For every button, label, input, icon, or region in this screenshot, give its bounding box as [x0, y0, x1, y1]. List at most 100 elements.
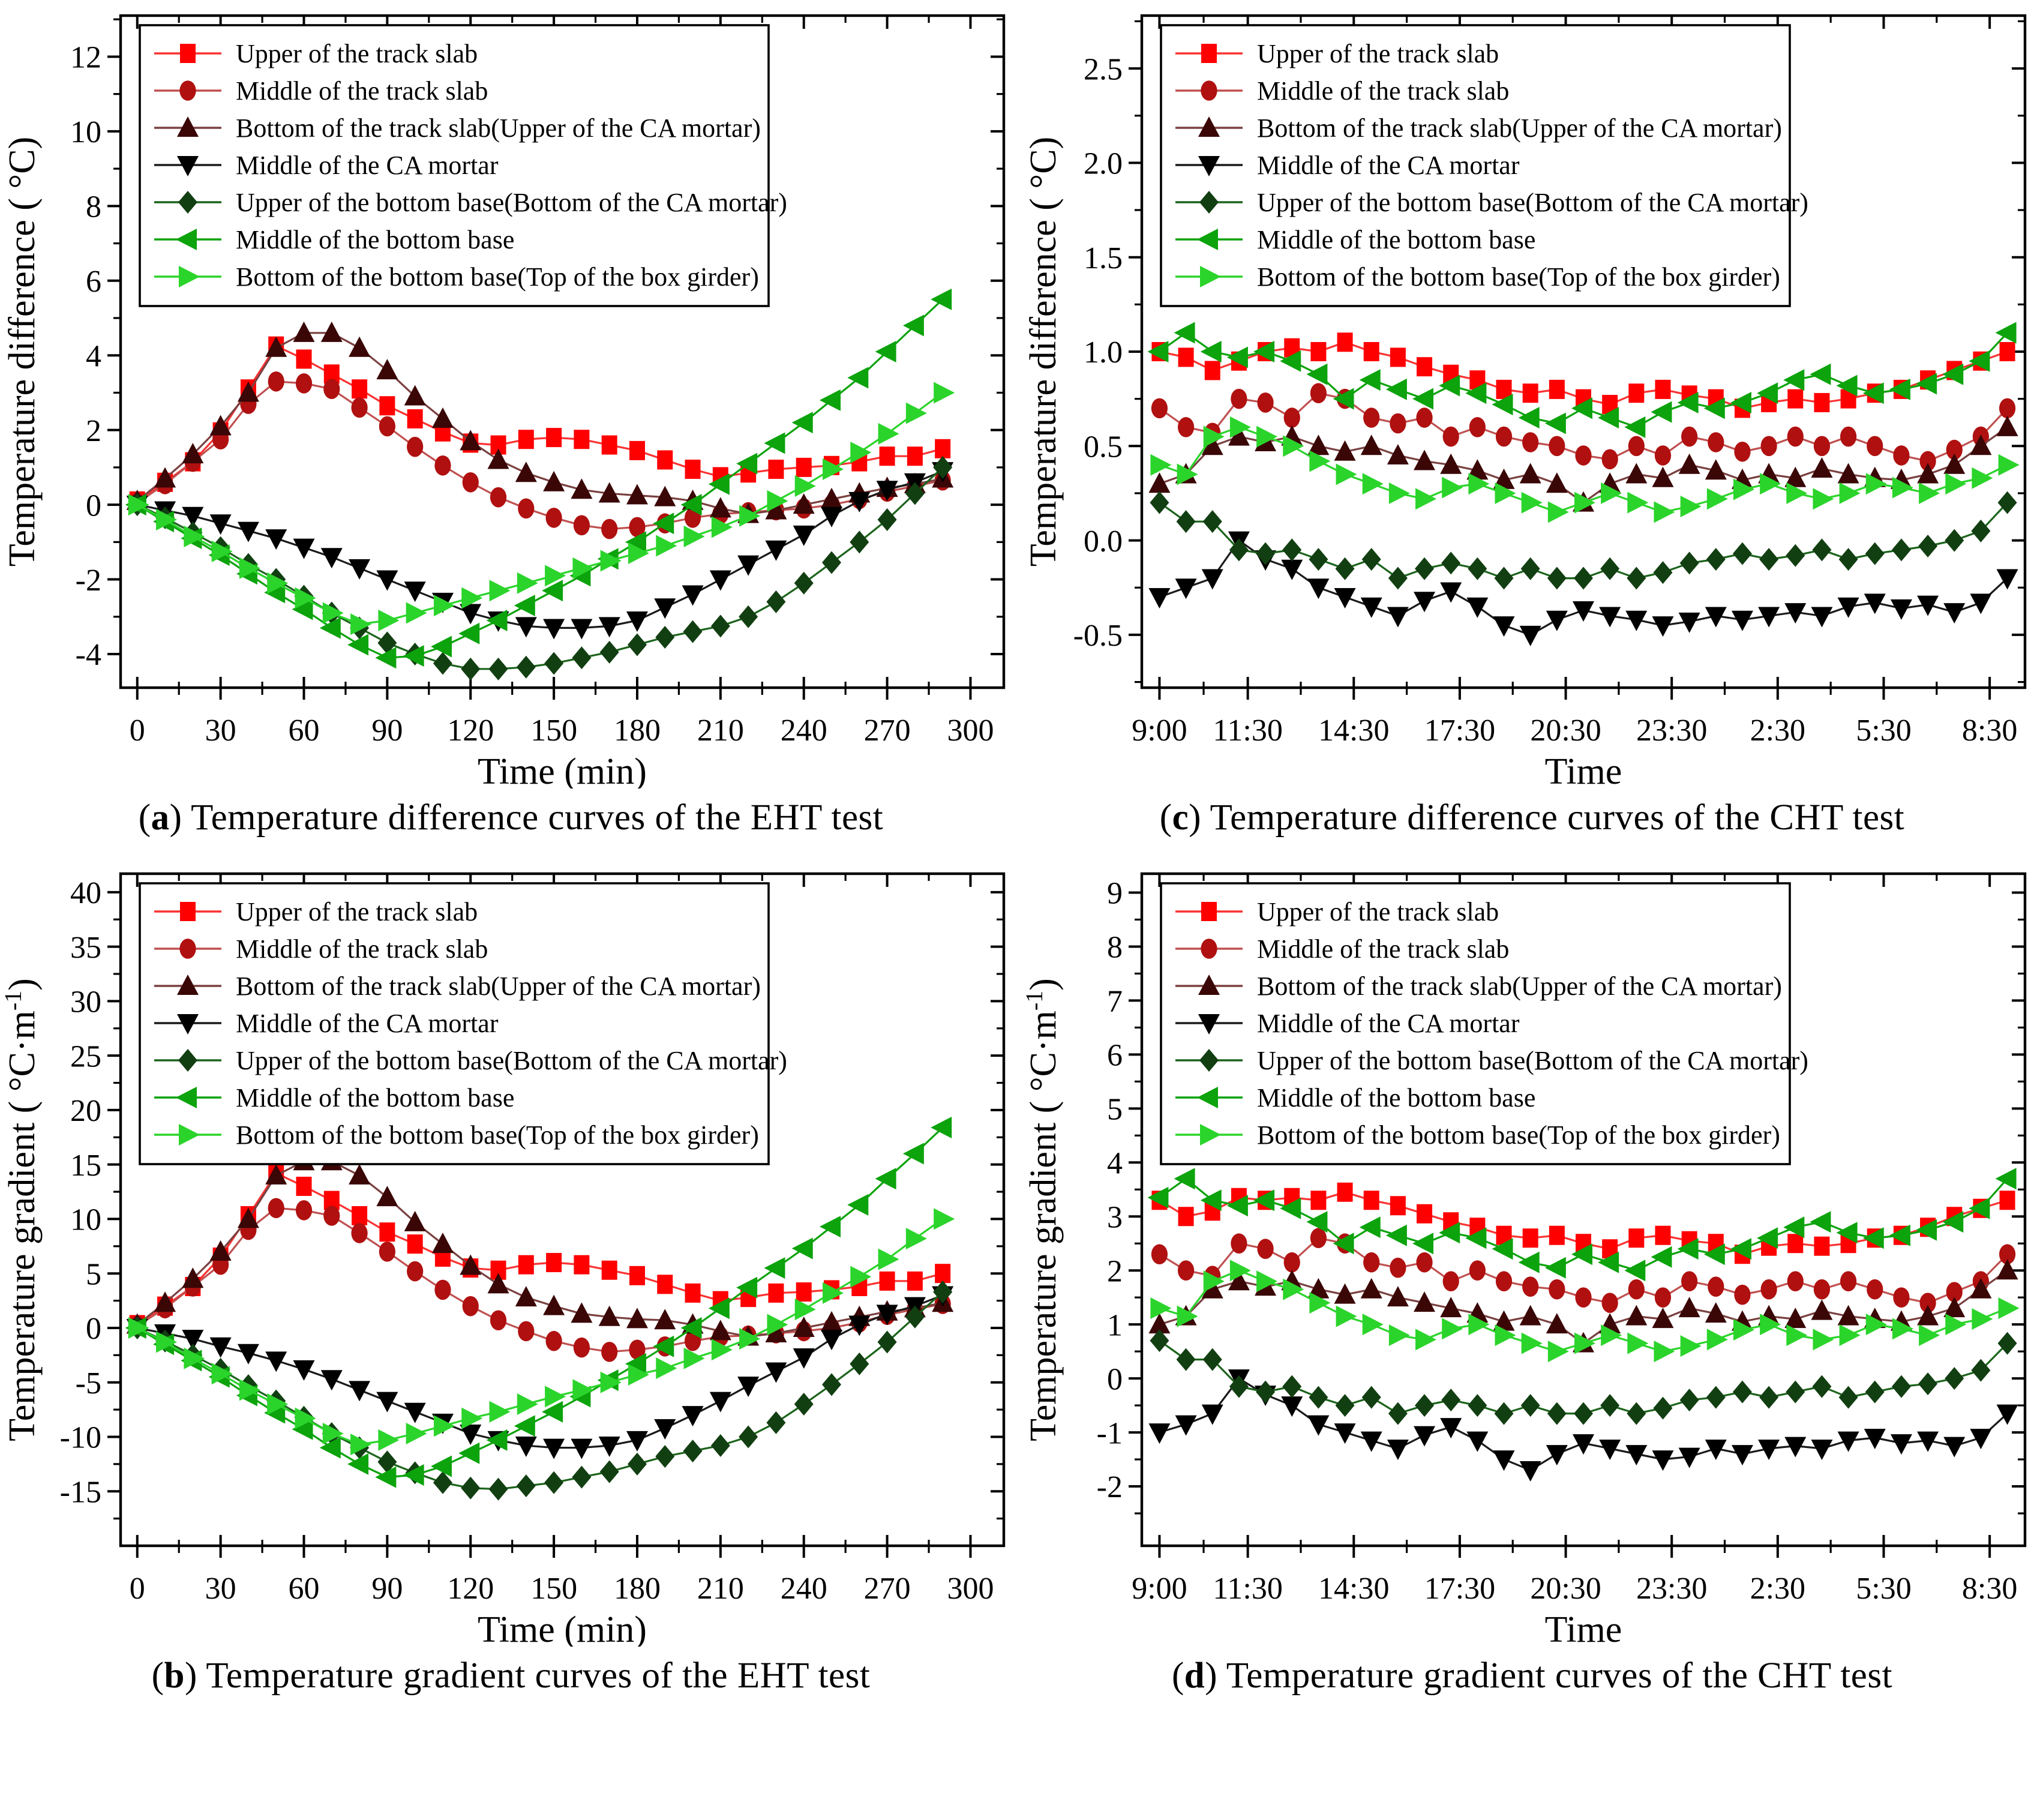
- y-tick-label: 0: [86, 1312, 101, 1346]
- legend-item-middle-bottom-base: Middle of the bottom base: [1175, 1083, 1535, 1113]
- x-tick-label: 210: [697, 1572, 743, 1606]
- series-middle-bottom-base: [125, 288, 952, 669]
- x-axis-label: Time (min): [478, 1609, 647, 1647]
- legend-item-middle-track-slab: Middle of the track slab: [154, 934, 488, 964]
- y-tick-label: 10: [70, 1203, 101, 1237]
- y-tick-label: 2.0: [1084, 147, 1123, 181]
- series-bottom-bottom-base: [1150, 1260, 2020, 1363]
- x-tick-label: 14:30: [1318, 1572, 1389, 1606]
- x-tick-label: 90: [371, 713, 403, 748]
- x-tick-label: 180: [613, 1572, 660, 1606]
- y-tick-label: 40: [70, 876, 101, 910]
- tick-marks: [1128, 874, 2025, 1558]
- triangle-down-marker-icon: [176, 1014, 199, 1035]
- legend-label: Middle of the bottom base: [236, 225, 514, 254]
- y-axis-label: Temperature difference ( °C): [2, 137, 43, 566]
- legend-label: Middle of the track slab: [1257, 76, 1509, 106]
- y-tick-label: 20: [70, 1094, 101, 1128]
- x-tick-label: 60: [288, 713, 319, 748]
- x-tick-label: 14:30: [1318, 713, 1389, 748]
- y-tick-label: 12: [70, 41, 101, 75]
- axes: [119, 872, 1005, 1548]
- y-tick-label: 5: [86, 1257, 101, 1291]
- triangle-left-marker-icon: [175, 1087, 197, 1108]
- y-tick-label: 25: [70, 1039, 101, 1074]
- x-tick-label: 17:30: [1424, 1572, 1495, 1606]
- legend-label: Bottom of the track slab(Upper of the CA…: [236, 972, 761, 1001]
- legend-item-middle-track-slab: Middle of the track slab: [1175, 76, 1509, 106]
- diamond-marker-icon: [178, 1049, 197, 1072]
- caption-b: (b) Temperature gradient curves of the E…: [1, 1655, 1022, 1697]
- series-middle-bottom-base: [1147, 1168, 2017, 1282]
- chart-d-canvas: 9:00 11:30 14:30 17:30 20:30 23:30 2:30 5:30 8:3…: [1022, 872, 2026, 1647]
- legend-item-bottom-track-slab: Bottom of the track slab(Upper of the CA…: [1175, 113, 1781, 143]
- caption-letter: c: [1172, 797, 1189, 838]
- x-tick-label: 180: [613, 713, 660, 748]
- x-tick-label: 150: [530, 713, 577, 748]
- legend-label: Middle of the bottom base: [1257, 225, 1535, 254]
- legend-label: Bottom of the track slab(Upper of the CA…: [1257, 972, 1782, 1001]
- triangle-left-marker-icon: [175, 229, 197, 250]
- legend-item-upper-track-slab: Upper of the track slab: [1175, 897, 1499, 927]
- caption-text: Temperature gradient curves of the EHT t…: [206, 1656, 871, 1696]
- legend-item-middle-track-slab: Middle of the track slab: [1175, 934, 1509, 964]
- legend-label: Middle of the CA mortar: [236, 151, 499, 180]
- x-tick-label: 9:00: [1132, 1572, 1187, 1606]
- x-tick-label: 30: [205, 1572, 236, 1606]
- legend-item-middle-bottom-base: Middle of the bottom base: [154, 1083, 514, 1113]
- y-tick-label: 4: [86, 339, 101, 373]
- square-marker-icon: [179, 44, 196, 63]
- caption-open: (: [1159, 797, 1172, 838]
- series-middle-bottom-base: [1147, 322, 2017, 438]
- x-tick-label: 300: [947, 1572, 994, 1606]
- triangle-up-marker-icon: [1198, 116, 1220, 137]
- legend: Upper of the track slab Middle of the tra…: [1159, 882, 1808, 1165]
- y-tick-label: 0: [86, 488, 101, 523]
- y-tick-label: 5: [1107, 1093, 1123, 1127]
- y-tick-label: 8: [1107, 931, 1123, 965]
- legend-item-upper-track-slab: Upper of the track slab: [154, 897, 478, 927]
- legend-item-middle-bottom-base: Middle of the bottom base: [1175, 225, 1535, 254]
- tick-marks: [107, 874, 1004, 1558]
- y-tick-label: 4: [1107, 1146, 1123, 1180]
- series-middle-bottom-base: [125, 1116, 952, 1488]
- y-tick-label: -2: [75, 563, 101, 598]
- legend-label: Upper of the bottom base(Bottom of the C…: [1257, 1046, 1808, 1075]
- legend-label: Upper of the bottom base(Bottom of the C…: [236, 188, 787, 217]
- legend-item-bottom-track-slab: Bottom of the track slab(Upper of the CA…: [154, 113, 760, 143]
- y-tick-label: 2: [1107, 1254, 1123, 1288]
- x-axis-label: Time (min): [478, 751, 647, 788]
- legend-item-middle-ca-mortar: Middle of the CA mortar: [1175, 151, 1519, 180]
- legend-label: Upper of the track slab: [236, 897, 478, 927]
- legend-item-bottom-bottom-base: Bottom of the bottom base(Top of the box…: [1175, 262, 1780, 292]
- triangle-left-marker-icon: [1196, 229, 1218, 250]
- triangle-right-marker-icon: [1199, 266, 1221, 287]
- x-tick-label: 11:30: [1213, 1572, 1283, 1606]
- y-tick-label: 3: [1107, 1200, 1123, 1234]
- legend-item-upper-track-slab: Upper of the track slab: [1175, 39, 1499, 68]
- legend-label: Middle of the bottom base: [1257, 1083, 1535, 1113]
- y-axis-label: Temperature gradient ( °C·m-1): [1022, 978, 1064, 1441]
- circle-marker-icon: [1200, 939, 1217, 959]
- caption-text: Temperature difference curves of the CHT…: [1210, 797, 1905, 838]
- y-tick-label: 6: [86, 265, 101, 299]
- x-tick-label: 8:30: [1961, 713, 2017, 748]
- x-tick-label: 240: [780, 1572, 827, 1606]
- legend-label: Middle of the bottom base: [236, 1083, 514, 1113]
- triangle-down-marker-icon: [1198, 156, 1220, 176]
- y-tick-label: 7: [1107, 985, 1123, 1019]
- legend-item-middle-ca-mortar: Middle of the CA mortar: [154, 151, 499, 180]
- y-tick-label: -5: [75, 1366, 101, 1401]
- series-upper-track-slab: [129, 336, 950, 511]
- legend-item-upper-bottom-base: Upper of the bottom base(Bottom of the C…: [1175, 188, 1808, 217]
- square-marker-icon: [1201, 902, 1217, 921]
- caption-open: (: [1171, 1656, 1184, 1696]
- caption-text: Temperature difference curves of the EHT…: [191, 797, 884, 838]
- x-tick-label: 2:30: [1750, 713, 1805, 748]
- series-middle-ca-mortar: [126, 462, 953, 640]
- circle-marker-icon: [1200, 80, 1217, 101]
- caption-close: ): [169, 797, 191, 838]
- y-tick-label: 9: [1107, 877, 1123, 911]
- diamond-marker-icon: [178, 191, 197, 214]
- x-tick-label: 60: [288, 1572, 319, 1606]
